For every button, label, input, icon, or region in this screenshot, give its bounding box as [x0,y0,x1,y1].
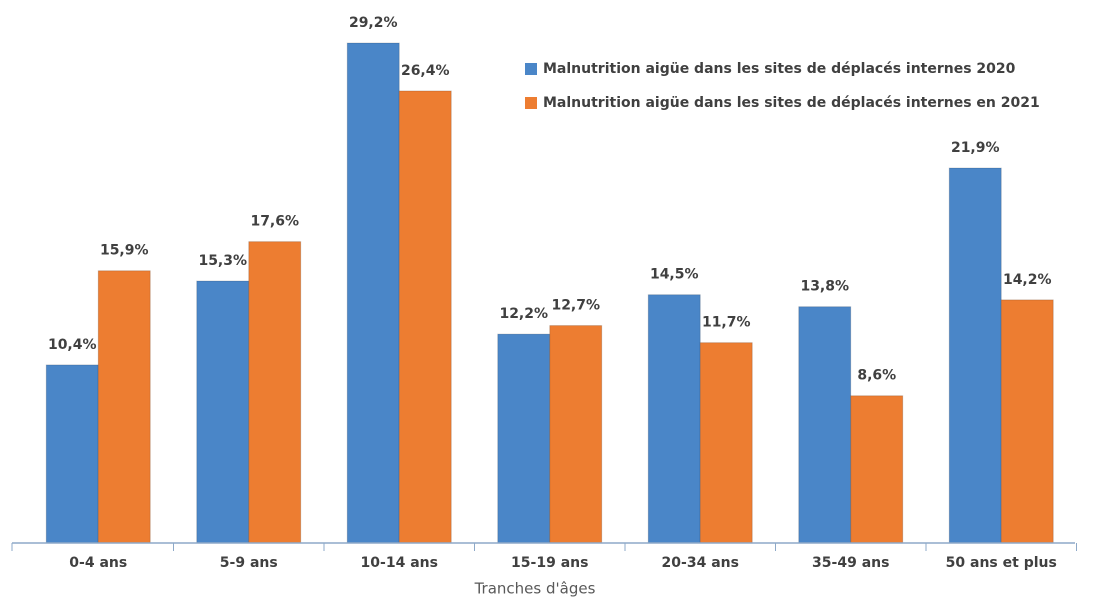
legend-label: Malnutrition aigüe dans les sites de dép… [543,95,1040,111]
data-label: 26,4% [401,63,450,79]
data-label: 15,9% [100,243,149,259]
legend-swatch [525,63,537,75]
bar [699,342,753,544]
data-label: 8,6% [857,368,896,384]
data-label: 29,2% [349,15,398,31]
data-label: 21,9% [951,140,1000,156]
bar [850,395,904,544]
bar [647,294,701,544]
data-label: 13,8% [800,279,849,295]
bar [346,42,400,544]
bar [549,325,603,544]
x-tick-label: 35-49 ans [812,555,889,571]
bar [97,270,151,544]
bar [1000,299,1054,544]
x-tick-label: 10-14 ans [361,555,438,571]
x-tick-label: 15-19 ans [511,555,588,571]
data-label: 11,7% [702,315,751,331]
bar [248,241,302,544]
data-label: 10,4% [48,337,97,353]
bar [45,364,99,544]
bar [196,280,250,544]
data-label: 17,6% [250,214,299,230]
legend-swatch [525,97,537,109]
data-label: 15,3% [198,253,247,269]
data-label: 14,2% [1003,272,1052,288]
bar [948,167,1002,544]
data-label: 12,7% [551,298,600,314]
x-tick-label: 50 ans et plus [946,555,1057,571]
data-label: 14,5% [650,267,699,283]
bar [798,306,852,544]
bar [497,333,551,544]
x-tick-label: 0-4 ans [69,555,127,571]
bar [398,90,452,544]
data-label: 12,2% [499,306,548,322]
x-tick-label: 20-34 ans [662,555,739,571]
x-tick-label: 5-9 ans [220,555,278,571]
legend-label: Malnutrition aigüe dans les sites de dép… [543,61,1016,77]
x-axis-title: Tranches d'âges [474,580,596,598]
